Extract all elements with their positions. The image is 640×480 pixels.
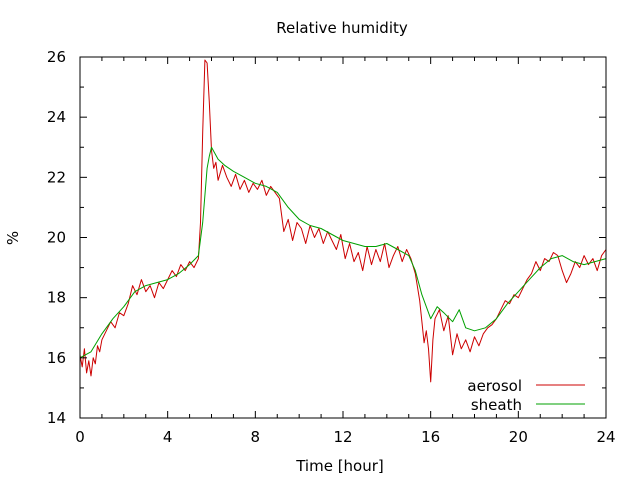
- x-tick-label: 16: [421, 428, 440, 446]
- x-axis-label: Time [hour]: [295, 457, 384, 475]
- axes-layer: 0 4 8 12 16 20 24 14 16 18 20 22 24 26: [47, 48, 616, 446]
- y-axis-label: %: [4, 231, 22, 245]
- x-tick-label: 8: [251, 428, 261, 446]
- y-tick-label: 14: [47, 409, 66, 427]
- y-tick-label: 22: [47, 168, 66, 186]
- x-tick-label: 12: [333, 428, 352, 446]
- x-tick-label: 4: [163, 428, 173, 446]
- series-line-aerosol: [79, 59, 607, 383]
- series-line-sheath: [79, 146, 607, 359]
- y-tick-label: 20: [47, 229, 66, 247]
- y-tick-label: 16: [47, 349, 66, 367]
- y-tick-label: 26: [47, 48, 66, 66]
- y-tick-label: 18: [47, 289, 66, 307]
- legend-label-aerosol: aerosol: [467, 377, 522, 395]
- plot-frame: [79, 56, 607, 419]
- series-layer: [79, 59, 607, 383]
- chart-title: Relative humidity: [276, 19, 408, 37]
- x-tick-label: 24: [596, 428, 615, 446]
- legend: aerosol sheath: [467, 377, 585, 414]
- x-tick-label: 20: [509, 428, 528, 446]
- y-tick-label: 24: [47, 108, 66, 126]
- x-tick-label: 0: [75, 428, 85, 446]
- legend-label-sheath: sheath: [471, 396, 522, 414]
